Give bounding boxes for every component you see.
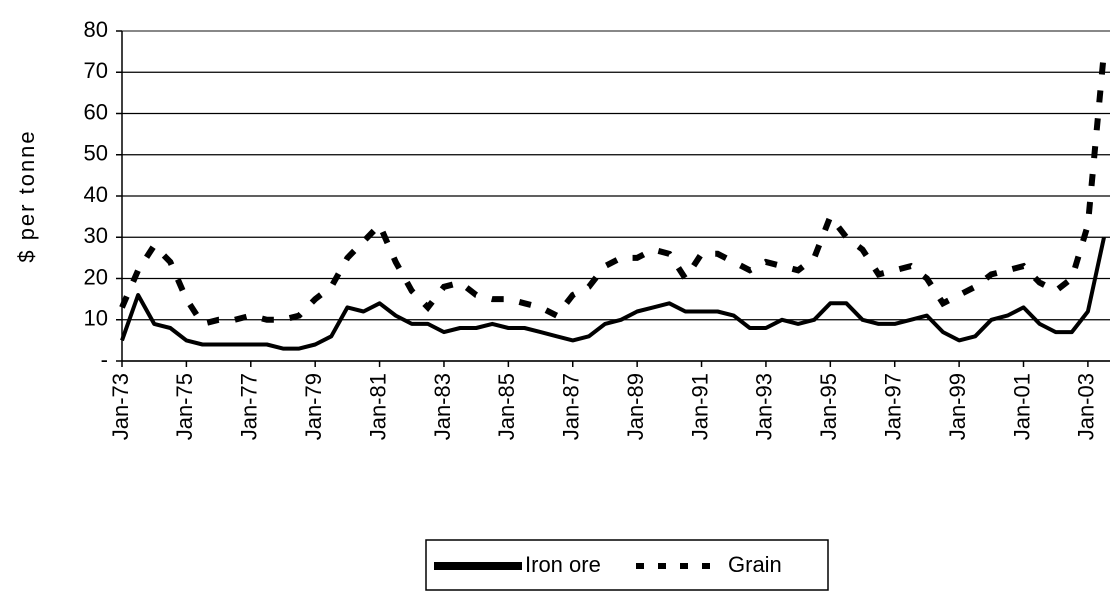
x-tick-label: Jan-75 bbox=[172, 373, 197, 440]
x-tick-label: Jan-87 bbox=[559, 373, 584, 440]
x-tick-label: Jan-81 bbox=[365, 373, 390, 440]
y-tick-label: 30 bbox=[84, 223, 108, 248]
x-tick-label: Jan-91 bbox=[687, 373, 712, 440]
y-tick-label: - bbox=[101, 347, 108, 372]
series-line bbox=[119, 51, 1107, 328]
x-tick-label: Jan-79 bbox=[301, 373, 326, 440]
x-tick-label: Jan-89 bbox=[623, 373, 648, 440]
x-tick-label: Jan-01 bbox=[1009, 373, 1034, 440]
legend-label: Iron ore bbox=[525, 552, 601, 577]
y-tick-label: 70 bbox=[84, 58, 108, 83]
legend-label: Grain bbox=[728, 552, 782, 577]
y-tick-label: 40 bbox=[84, 182, 108, 207]
y-axis-label: $ per tonne bbox=[14, 129, 39, 262]
x-tick-label: Jan-77 bbox=[237, 373, 262, 440]
x-tick-label: Jan-03 bbox=[1074, 373, 1099, 440]
y-tick-label: 10 bbox=[84, 306, 108, 331]
x-tick-label: Jan-85 bbox=[494, 373, 519, 440]
y-tick-label: 80 bbox=[84, 17, 108, 42]
y-tick-label: 50 bbox=[84, 141, 108, 166]
x-tick-label: Jan-73 bbox=[108, 373, 133, 440]
series-line bbox=[120, 236, 1106, 351]
x-tick-label: Jan-93 bbox=[752, 373, 777, 440]
x-tick-label: Jan-83 bbox=[430, 373, 455, 440]
y-tick-label: 20 bbox=[84, 264, 108, 289]
y-tick-label: 60 bbox=[84, 99, 108, 124]
x-tick-label: Jan-95 bbox=[816, 373, 841, 440]
x-tick-label: Jan-97 bbox=[881, 373, 906, 440]
x-tick-label: Jan-99 bbox=[945, 373, 970, 440]
